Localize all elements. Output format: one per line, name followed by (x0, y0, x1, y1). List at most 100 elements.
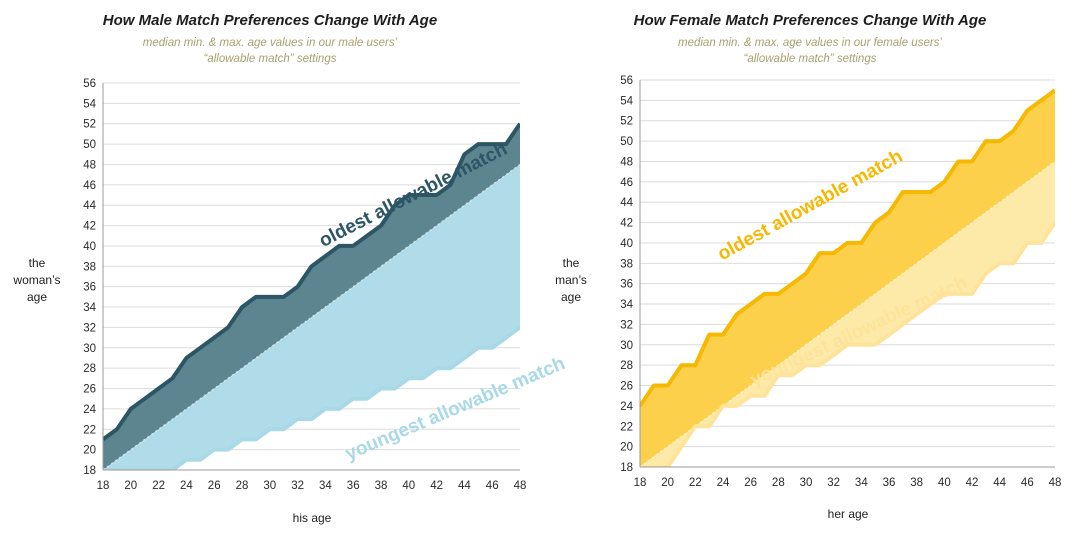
x-tick-label: 24 (717, 477, 730, 489)
x-tick-label: 38 (375, 480, 388, 492)
y-tick-label: 36 (83, 282, 96, 294)
chart-subtitle-line2: “allowable match” settings (743, 53, 877, 65)
y-tick-label: 20 (83, 445, 96, 457)
y-axis-label: the man’s age (546, 255, 596, 306)
x-tick-label: 36 (347, 480, 360, 492)
x-tick-label: 46 (1021, 477, 1034, 489)
x-tick-label: 20 (661, 477, 674, 489)
male-preferences-chart: How Male Match Preferences Change With A… (12, 12, 568, 525)
y-tick-label: 30 (620, 340, 633, 352)
x-tick-label: 26 (208, 480, 221, 492)
x-tick-label: 18 (97, 480, 110, 492)
y-tick-label: 24 (83, 404, 96, 416)
x-tick-label: 26 (744, 477, 757, 489)
y-tick-label: 28 (83, 363, 96, 375)
y-tick-label: 50 (620, 136, 633, 148)
x-tick-label: 42 (966, 477, 979, 489)
y-tick-label: 40 (83, 241, 96, 253)
x-tick-label: 48 (1049, 477, 1062, 489)
y-tick-label: 26 (620, 381, 633, 393)
x-tick-label: 46 (486, 480, 499, 492)
x-tick-label: 48 (514, 480, 527, 492)
chart-title: How Female Match Preferences Change With… (633, 12, 987, 29)
reference-line (640, 160, 1055, 467)
y-tick-label: 34 (83, 302, 96, 314)
chart-title: How Male Match Preferences Change With A… (102, 12, 438, 29)
y-tick-label: 52 (620, 116, 633, 128)
x-tick-label: 24 (180, 480, 193, 492)
y-tick-label: 56 (83, 78, 96, 90)
y-tick-label: 48 (83, 159, 96, 171)
y-axis-label-line1: the (28, 256, 46, 270)
oldest-band-area (640, 90, 1055, 467)
x-tick-label: 44 (458, 480, 471, 492)
y-axis-label-line1: the (562, 256, 580, 270)
x-tick-label: 30 (263, 480, 276, 492)
y-tick-label: 42 (83, 221, 96, 233)
youngest-match-line (103, 325, 520, 470)
y-tick-label: 26 (83, 384, 96, 396)
oldest-band-area (103, 123, 520, 470)
y-tick-label: 22 (83, 424, 96, 436)
y-tick-label: 48 (620, 156, 633, 168)
x-tick-label: 42 (430, 480, 443, 492)
y-tick-label: 52 (83, 119, 96, 131)
x-tick-label: 34 (855, 477, 868, 489)
x-tick-label: 44 (993, 477, 1006, 489)
x-tick-label: 40 (402, 480, 415, 492)
y-tick-label: 44 (620, 197, 633, 209)
x-axis-label: his age (292, 511, 332, 525)
x-tick-label: 22 (152, 480, 165, 492)
y-tick-label: 20 (620, 442, 633, 454)
x-tick-label: 20 (124, 480, 137, 492)
y-tick-label: 34 (620, 299, 633, 311)
x-tick-label: 34 (319, 480, 332, 492)
y-tick-label: 38 (620, 258, 633, 270)
x-tick-label: 38 (910, 477, 923, 489)
y-tick-label: 38 (83, 261, 96, 273)
y-tick-label: 32 (620, 319, 633, 331)
y-tick-label: 46 (83, 180, 96, 192)
y-axis-label-line3: age (26, 290, 48, 304)
y-tick-label: 44 (83, 200, 96, 212)
x-tick-label: 36 (883, 477, 896, 489)
y-tick-label: 18 (83, 465, 96, 477)
y-tick-label: 54 (620, 95, 633, 107)
x-tick-label: 28 (772, 477, 785, 489)
female-preferences-chart: How Female Match Preferences Change With… (540, 0, 1080, 549)
y-tick-label: 54 (83, 98, 96, 110)
plot-area: 18 20 22 24 26 28 30 32 34 36 38 40 42 44 46 48 50 52 54 56… (83, 78, 568, 492)
plot-area: 18 20 22 24 26 28 30 32 34 36 38 40 42 44 46 48 50 52 54 56… (620, 75, 1062, 489)
y-tick-label: 30 (83, 343, 96, 355)
y-tick-label: 56 (620, 75, 633, 87)
x-tick-label: 28 (236, 480, 249, 492)
chart-subtitle-line1: median min. & max. age values in our mal… (142, 37, 398, 49)
x-tick-label: 40 (938, 477, 951, 489)
y-tick-label: 24 (620, 401, 633, 413)
chart-subtitle-line2: “allowable match” settings (203, 53, 337, 65)
y-axis-label-line2: woman’s (13, 273, 61, 287)
y-axis-label: the woman’s age (12, 255, 62, 306)
y-tick-label: 28 (620, 360, 633, 372)
oldest-match-line (640, 88, 1055, 408)
y-axis-label-line3: age (560, 290, 582, 304)
y-tick-label: 18 (620, 462, 633, 474)
y-tick-label: 40 (620, 238, 633, 250)
chart-subtitle-line1: median min. & max. age values in our fem… (678, 37, 942, 49)
y-tick-label: 46 (620, 177, 633, 189)
x-tick-label: 32 (827, 477, 840, 489)
x-tick-label: 18 (634, 477, 647, 489)
y-tick-label: 22 (620, 421, 633, 433)
y-axis-label-line2: man’s (555, 273, 587, 287)
x-tick-label: 22 (689, 477, 702, 489)
x-axis-label: her age (827, 507, 869, 521)
y-tick-label: 50 (83, 139, 96, 151)
x-tick-label: 32 (291, 480, 304, 492)
x-tick-label: 30 (800, 477, 813, 489)
y-tick-label: 32 (83, 322, 96, 334)
reference-line (103, 163, 520, 470)
oldest-match-line (103, 122, 520, 442)
y-tick-label: 36 (620, 279, 633, 291)
y-tick-label: 42 (620, 218, 633, 230)
youngest-match-line (640, 221, 1055, 467)
